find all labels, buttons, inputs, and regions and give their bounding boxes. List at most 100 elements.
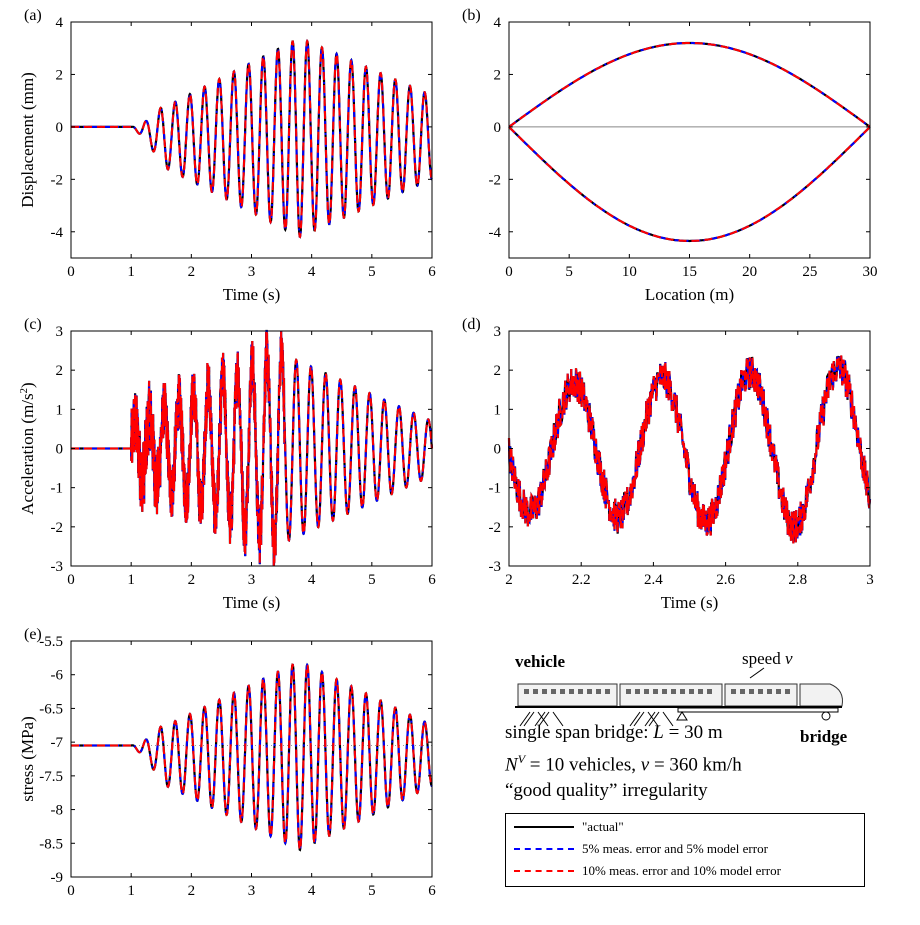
train-window [653,689,658,694]
y-tick-label: 0 [494,120,502,136]
y-tick-label: 0 [494,442,502,458]
x-tick-label: 2 [188,883,196,899]
x-tick-label: 3 [248,264,256,280]
legend-entry-10pct: 10% meas. error and 10% model error [506,860,864,882]
series-actual-1 [508,126,871,243]
x-tick-label: 0 [67,572,75,588]
x-tick-label: 2.6 [716,572,735,588]
y-tick-label: -8 [51,803,64,819]
panel-a: 0 1 2 3 4 5 6 4 2 0 -2 -4 (a) Time (s) Displacement (m… [18,7,436,304]
panel-label: (d) [462,316,481,333]
train-window [740,689,745,694]
train-window [785,689,790,694]
y-axis-label: Acceleration (m/s2) [18,382,37,514]
train-car [619,683,723,707]
y-tick-label: 2 [56,363,64,379]
train-window [560,689,565,694]
x-tick-label: 25 [802,264,817,280]
train-window [524,689,529,694]
x-tick-label: 6 [428,883,436,899]
bridge-roller-support [821,711,831,721]
y-tick-label: 1 [56,402,64,418]
x-axis-label: Time (s) [223,593,280,612]
y-tick-label: -6 [51,668,64,684]
legend-line-actual [514,826,574,828]
y-tick-label: -4 [51,225,64,241]
train-window [596,689,601,694]
series-5pct [71,39,433,239]
y-tick-label: -8.5 [39,836,63,852]
y-tick-label: -4 [489,225,502,241]
train-window [605,689,610,694]
x-tick-label: 5 [368,883,376,899]
bridge-label: bridge [800,727,848,746]
series-actual-0 [508,41,871,128]
y-tick-label: 0 [56,120,64,136]
y-tick-label: -3 [489,559,502,575]
y-axis-label-sup: 2 [18,388,30,394]
panel-d: 2 2.2 2.4 2.6 2.8 3 3 2 1 0 -1 -2 -3 (d) Time (s) [462,316,874,612]
train-window [689,689,694,694]
schematic-caption: single span bridge: L = 30 m NV = 10 veh… [505,720,742,804]
bridge-pin-support [676,711,688,721]
y-tick-label: 2 [494,363,502,379]
series-10pct-1 [508,126,871,243]
y-tick-label: -6.5 [39,701,63,717]
series-5pct [71,662,433,852]
approach-spring [519,711,549,727]
y-tick-label: -1 [489,481,502,497]
x-tick-label: 0 [505,264,513,280]
train-window [671,689,676,694]
x-tick-label: 3 [248,883,256,899]
y-tick-label: -1 [51,481,64,497]
y-tick-label: 0 [56,442,64,458]
y-axis-label-main: Acceleration (m/s [18,393,37,514]
vehicle-label: vehicle [515,652,565,671]
x-tick-label: 6 [428,264,436,280]
bridge-deck [677,707,839,713]
y-tick-label: -7 [51,735,64,751]
train-window [707,689,712,694]
x-tick-label: 4 [308,572,316,588]
x-tick-label: 20 [742,264,757,280]
train-window [680,689,685,694]
legend-line-10pct [514,870,574,872]
y-tick-label: -2 [51,172,64,188]
panel-label: (a) [24,7,42,24]
y-tick-label: -7.5 [39,769,63,785]
y-axis-label: stress (MPa) [18,716,37,801]
y-tick-label: -2 [51,520,64,536]
x-tick-label: 2 [188,264,196,280]
approach-spring [629,711,659,727]
train-car [724,683,798,707]
legend-line-5pct [514,848,574,850]
x-tick-label: 5 [565,264,573,280]
x-tick-label: 2.8 [788,572,807,588]
x-tick-label: 2.2 [572,572,591,588]
train-window [644,689,649,694]
train-window [626,689,631,694]
series-10pct [508,355,871,544]
train-window [662,689,667,694]
y-tick-label: 2 [494,67,502,83]
y-tick-label: -9 [51,870,64,886]
x-tick-label: 10 [622,264,637,280]
panel-c: 0 1 2 3 4 5 6 3 2 1 0 -1 -2 -3 (c) Time (s) Acceleration… [18,316,436,612]
speed-symbol: v [785,649,793,668]
speed-label: speed v [742,649,793,668]
x-tick-label: 30 [863,264,878,280]
x-tick-label: 1 [127,572,135,588]
train-window [731,689,736,694]
train-window [749,689,754,694]
train-window [569,689,574,694]
x-tick-label: 6 [428,572,436,588]
x-tick-label: 2.4 [644,572,663,588]
speed-pointer [749,667,765,679]
legend-entry-5pct: 5% meas. error and 5% model error [506,838,864,860]
train-window [542,689,547,694]
series-10pct [71,39,433,239]
x-axis-label: Location (m) [645,285,734,304]
y-axis-label-tail: ) [18,382,37,388]
x-tick-label: 4 [308,264,316,280]
